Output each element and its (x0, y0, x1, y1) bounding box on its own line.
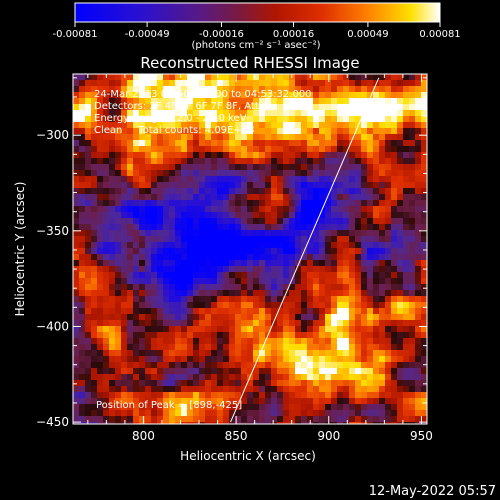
annotation-block: 24-Mar-2013 04:50:48.000 to 04:53:32.000… (94, 89, 312, 136)
x-tick-label: 850 (225, 429, 248, 443)
colorbar-units: (photons cm⁻² s⁻¹ asec⁻²) (191, 40, 320, 51)
annotation-line: Energy Range: 12.0 - 25.0 keV (94, 113, 247, 124)
x-tick-label: 800 (132, 429, 155, 443)
colorbar-tick-label: 0.00081 (419, 29, 460, 40)
axes: 800 850 900 950 −300 −350 −400 −450 (36, 74, 433, 443)
x-axis-title: Heliocentric X (arcsec) (180, 449, 316, 463)
colorbar-tick-label: -0.00081 (53, 29, 98, 40)
colorbar-tick-label: -0.00016 (199, 29, 244, 40)
plot-area: 800 850 900 950 −300 −350 −400 −450 24-Mar-2013… (36, 73, 433, 443)
annotation-line: Clean Total counts: 4.09E+03 (94, 125, 254, 136)
annotation-line: 24-Mar-2013 04:50:48.000 to 04:53:32.000 (94, 89, 312, 100)
colorbar-tick-label: -0.00049 (125, 29, 170, 40)
annotation-line: Detectors: 3F 4F 5F 6F 7F 8F, Att 0 (94, 101, 268, 112)
x-tick-label: 950 (410, 429, 433, 443)
colorbar-ticks: -0.00081 -0.00049 -0.00016 0.00016 0.00049 0.… (53, 22, 461, 40)
peak-label: Position of Peak = [898,-425] (96, 400, 242, 411)
colorbar-tick-label: 0.00049 (347, 29, 388, 40)
timestamp: 12-May-2022 05:57 (369, 484, 496, 499)
y-tick-label: −450 (36, 415, 69, 429)
colorbar-gradient (74, 2, 441, 23)
limb-line (230, 77, 380, 423)
y-tick-label: −400 (36, 319, 69, 333)
y-axis-title: Heliocentric Y (arcsec) (13, 182, 27, 317)
colorbar: -0.00081 -0.00049 -0.00016 0.00016 0.00049 0.… (53, 2, 461, 51)
y-tick-label: −300 (36, 128, 69, 142)
plot-frame (72, 73, 428, 425)
x-tick-label: 900 (317, 429, 340, 443)
colorbar-tick-label: 0.00016 (273, 29, 314, 40)
y-tick-label: −350 (36, 224, 69, 238)
chart-title: Reconstructed RHESSI Image (140, 54, 359, 72)
